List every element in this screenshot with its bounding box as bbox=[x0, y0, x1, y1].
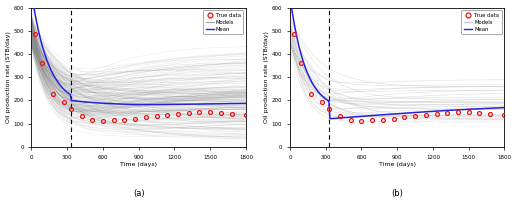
Y-axis label: Oil production rate (STB/day): Oil production rate (STB/day) bbox=[6, 31, 10, 123]
Y-axis label: Oil production rate (STB/day): Oil production rate (STB/day) bbox=[264, 31, 269, 123]
X-axis label: Time (days): Time (days) bbox=[120, 162, 157, 167]
Legend: True data, Models, Mean: True data, Models, Mean bbox=[462, 10, 502, 34]
X-axis label: Time (days): Time (days) bbox=[379, 162, 416, 167]
Text: (b): (b) bbox=[391, 189, 403, 198]
Legend: True data, Models, Mean: True data, Models, Mean bbox=[203, 10, 244, 34]
Text: (a): (a) bbox=[133, 189, 145, 198]
